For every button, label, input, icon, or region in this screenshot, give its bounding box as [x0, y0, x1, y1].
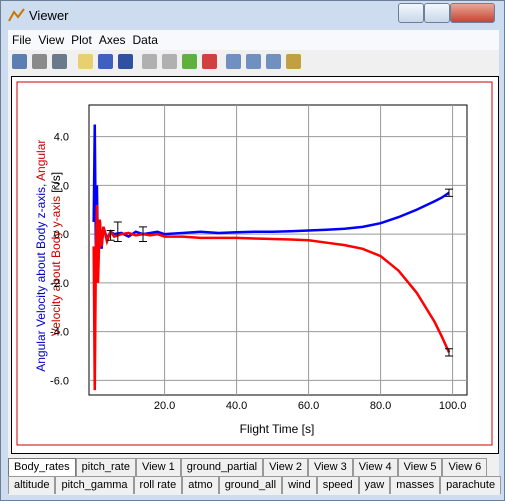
x-tick-label: 60.0: [298, 400, 319, 412]
x-tick-label: 20.0: [154, 400, 175, 412]
y-tick-label: 2.0: [54, 180, 69, 192]
y-label-part: Velocity about Body y-axis: [49, 196, 63, 336]
tab[interactable]: pitch_gamma: [55, 476, 134, 494]
maximize-button[interactable]: [424, 3, 450, 23]
tab[interactable]: View 4: [352, 458, 398, 476]
tab[interactable]: View 5: [397, 458, 443, 476]
close-button[interactable]: [450, 3, 495, 23]
y-label-part: Angular: [34, 140, 48, 181]
y-tick-label: 0.0: [54, 229, 69, 241]
plot-frame: [16, 81, 493, 446]
tab[interactable]: View 2: [263, 458, 308, 476]
y-tick-label: 4.0: [54, 132, 69, 144]
app-icon: [8, 8, 25, 22]
tool-button[interactable]: [226, 54, 241, 69]
tool-button[interactable]: [286, 54, 301, 69]
menu-item[interactable]: Data: [132, 33, 158, 47]
tool-button[interactable]: [182, 54, 197, 69]
tool-button[interactable]: [142, 54, 157, 69]
tab[interactable]: ground_partial: [180, 458, 264, 476]
error-bar: [139, 226, 147, 242]
tab[interactable]: wind: [282, 476, 317, 494]
tab[interactable]: atmo: [182, 476, 219, 494]
minimize-button[interactable]: [398, 3, 424, 23]
plot-area: [88, 104, 468, 396]
y-axis-label: Angular Velocity about Body z-axis, Angu…: [34, 136, 63, 372]
tab[interactable]: masses: [390, 476, 441, 494]
y-label-part: [°/s]: [49, 172, 63, 193]
y-tick-label: -2.0: [50, 278, 69, 290]
chart: Angular Velocity about Body z-axis, Angu…: [16, 81, 493, 446]
error-bar: [113, 221, 122, 242]
tab[interactable]: View 1: [135, 458, 181, 476]
window-title: Viewer: [29, 8, 69, 23]
menu-item[interactable]: File: [12, 33, 32, 47]
client-area: File View Plot Axes Data Angular Velocity ab…: [8, 30, 502, 495]
tab[interactable]: View 6: [442, 458, 488, 476]
tool-button[interactable]: [98, 54, 113, 69]
x-tick-label: 100.0: [439, 400, 467, 412]
y-tick-label: -6.0: [50, 375, 69, 387]
tab[interactable]: pitch_rate: [75, 458, 136, 476]
menu-item[interactable]: Axes: [98, 33, 126, 47]
menu-item[interactable]: View: [38, 33, 65, 47]
x-tick-label: 40.0: [226, 400, 247, 412]
error-bar: [445, 348, 453, 357]
x-tick-label: 80.0: [370, 400, 391, 412]
tab[interactable]: yaw: [358, 476, 391, 494]
tab[interactable]: View 3: [307, 458, 353, 476]
tab[interactable]: parachute: [440, 476, 502, 494]
error-bar: [445, 188, 453, 197]
tab[interactable]: ground_all: [218, 476, 283, 494]
menu-item[interactable]: Plot: [71, 33, 92, 47]
tab[interactable]: altitude: [8, 476, 56, 494]
tool-button[interactable]: [246, 54, 261, 69]
tool-button[interactable]: [266, 54, 281, 69]
tool-button[interactable]: [162, 54, 177, 69]
series-line: [92, 204, 451, 391]
tool-button[interactable]: [78, 54, 93, 69]
tab[interactable]: roll rate: [133, 476, 183, 494]
tool-button[interactable]: [32, 54, 47, 69]
title-bar: Viewer: [1, 1, 504, 29]
tool-button[interactable]: [118, 54, 133, 69]
y-label-part: Angular Velocity about Body z-axis,: [34, 184, 48, 372]
tab[interactable]: Body_rates: [8, 458, 76, 476]
menu-bar: File View Plot Axes Data: [8, 30, 499, 50]
tab-row: Body_rates pitch_rate View 1 ground_partial…: [8, 458, 488, 476]
tool-button[interactable]: [52, 54, 67, 69]
tool-button[interactable]: [202, 54, 217, 69]
tab-row: altitude pitch_gamma roll rate atmo ground_a…: [8, 476, 502, 494]
tab[interactable]: speed: [316, 476, 359, 494]
error-bar: [106, 230, 115, 241]
x-axis-label: Flight Time [s]: [240, 422, 315, 436]
plot-panel: Angular Velocity about Body z-axis, Angu…: [11, 76, 499, 454]
y-tick-label: -4.0: [50, 327, 69, 339]
tool-button[interactable]: [12, 54, 27, 69]
